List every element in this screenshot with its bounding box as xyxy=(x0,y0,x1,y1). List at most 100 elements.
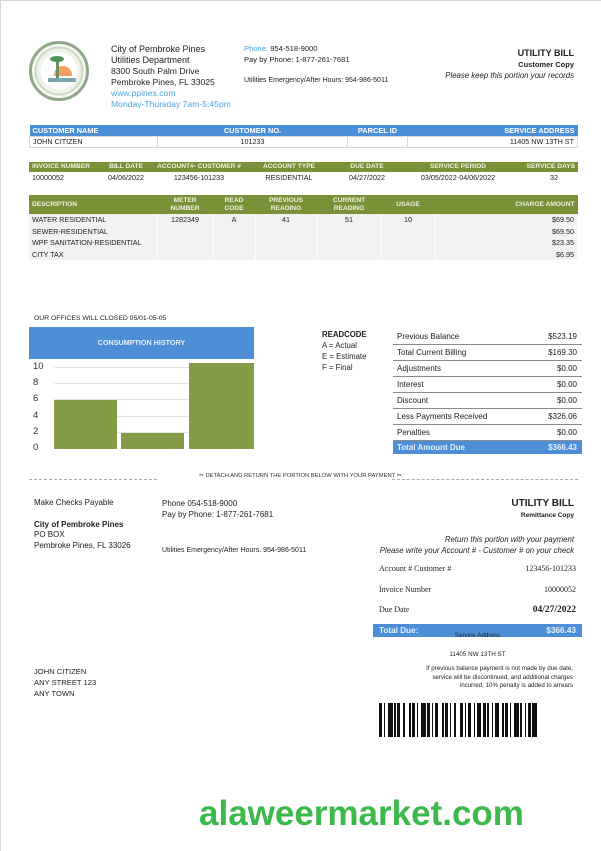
col-description: DESCRIPTION xyxy=(29,195,157,214)
summary-label: Interest xyxy=(397,380,424,389)
usage: 10 xyxy=(381,214,436,226)
barcode-bar xyxy=(448,703,450,737)
col-parcel-id: PARCEL ID xyxy=(347,125,408,136)
barcode-bar xyxy=(524,703,526,737)
read-code: A xyxy=(213,214,256,226)
stub-total-due-row: Total Due: $366.43 xyxy=(373,623,582,637)
barcode-bar xyxy=(463,703,465,737)
org-hours: Monday-Thursday 7am-5:45pm xyxy=(111,99,231,109)
check-note: Please write your Account # - Customer #… xyxy=(379,546,574,555)
payee-city: Pembroke Pines, FL 33026 xyxy=(34,540,131,550)
org-street: 8300 South Palm Drive xyxy=(111,66,200,76)
summary-value: $0.00 xyxy=(556,428,577,437)
meter-number xyxy=(157,225,214,237)
col-previous-reading: PREVIOUS READING xyxy=(255,195,317,214)
gridline xyxy=(54,399,254,400)
penalty-line: service will be discontinued, and additi… xyxy=(432,673,573,681)
barcode-bar xyxy=(400,703,403,737)
current-reading xyxy=(317,248,382,260)
summary-label: Penalties xyxy=(397,428,430,437)
barcode-bar xyxy=(526,703,528,737)
dashed-divider xyxy=(29,479,157,480)
barcode-bar xyxy=(382,703,384,737)
read-code xyxy=(213,248,256,260)
summary-value: $0.00 xyxy=(556,396,577,405)
account-customer: 123456-101233 xyxy=(173,173,225,182)
account-type: RESIDENTIAL xyxy=(265,173,313,182)
summary-value: $523.19 xyxy=(548,332,577,341)
due-date: 04/27/2022 xyxy=(349,173,385,182)
barcode-bar xyxy=(485,703,487,737)
barcode-bar xyxy=(518,703,520,737)
mailing-address: JOHN CITIZEN ANY STREET 123 ANY TOWN xyxy=(34,666,96,699)
barcode-bar xyxy=(502,703,504,737)
charge-amount: $69.50 xyxy=(435,214,578,226)
stub-label: Invoice Number xyxy=(379,584,432,594)
barcode-bar xyxy=(503,703,505,737)
table-row: WATER RESIDENTIAL 1282349 A 41 51 10 $69… xyxy=(29,214,578,226)
gridline xyxy=(54,416,254,417)
detach-text: DETACH AND RETURN THE PORTION BELOW WITH… xyxy=(205,473,396,479)
org-website-link[interactable]: www.ppines.com xyxy=(111,88,176,98)
col-account-type: ACCOUNT TYPE xyxy=(247,162,331,172)
barcode-bar xyxy=(394,703,396,737)
barcode-bar xyxy=(449,703,451,737)
summary-value: $169.30 xyxy=(548,348,577,357)
watermark: alaweermarket.com xyxy=(199,794,524,833)
barcode-bar xyxy=(433,703,435,737)
charge-description: SEWER-RESIDENTIAL xyxy=(29,225,158,237)
payable-label: Make Checks Payable xyxy=(34,498,114,507)
barcode-bar xyxy=(508,703,510,737)
meter-number xyxy=(157,248,214,260)
payment-stub: Account # Customer # 123456-101233 Invoic… xyxy=(373,564,582,637)
y-tick: 6 xyxy=(33,393,39,404)
detach-instruction: ✂ DETACH AND RETURN THE PORTION BELOW WI… xyxy=(199,473,402,479)
invoice-number: 10000052 xyxy=(32,173,64,182)
payee-po-box: PO BOX xyxy=(34,530,65,539)
phone-number: 954-518-9000 xyxy=(270,44,318,53)
remit-emergency: Utilities Emergency/After Hours. 954-986… xyxy=(162,547,307,554)
customer-name: JOHN CITIZEN xyxy=(29,135,158,148)
barcode-bar xyxy=(464,703,466,737)
customer-table: CUSTOMER NAME CUSTOMER NO. PARCEL ID SER… xyxy=(29,125,578,148)
service-address: 11405 NW 13TH ST xyxy=(407,135,578,148)
barcode-bar xyxy=(418,703,421,737)
barcode-bar xyxy=(488,703,492,737)
chart-bar xyxy=(121,433,184,449)
barcode-bar xyxy=(425,703,427,737)
summary-row-total-due: Total Amount Due $366.43 xyxy=(393,441,582,454)
emergency-phone: Utilities Emergency/After Hours: 954-986… xyxy=(244,77,389,84)
barcode-bar xyxy=(481,703,483,737)
payee-name: City of Pembroke Pines xyxy=(34,519,124,529)
remittance-notes: Return this portion with your payment Pl… xyxy=(380,534,574,556)
summary-row-discount: Discount $0.00 xyxy=(393,393,582,409)
penalty-notice: If previous balance payment is not made … xyxy=(426,665,573,691)
customer-table-header: CUSTOMER NAME CUSTOMER NO. PARCEL ID SER… xyxy=(29,125,578,136)
read-code xyxy=(213,237,256,249)
read-code xyxy=(213,225,256,237)
barcode-bar xyxy=(431,703,433,737)
col-read-code: READ CODE xyxy=(213,195,255,214)
summary-value: $326.06 xyxy=(548,412,577,421)
readcode-item: F = Final xyxy=(322,363,353,372)
barcode-bar xyxy=(520,703,522,737)
account-summary: Previous Balance $523.19 Total Current Bi… xyxy=(393,329,582,454)
table-row: CITY TAX $6.95 xyxy=(29,248,578,260)
barcode-bar xyxy=(482,703,486,737)
table-row: 10000052 04/06/2022 123456-101233 RESIDE… xyxy=(29,172,578,183)
barcode-bar xyxy=(494,703,499,737)
gridline xyxy=(54,432,254,433)
barcode-bar xyxy=(421,703,426,737)
barcode-bar xyxy=(505,703,508,737)
org-department: Utilities Department xyxy=(111,55,190,65)
barcode-bar xyxy=(475,703,477,737)
parcel-id xyxy=(347,135,408,148)
current-reading xyxy=(317,237,382,249)
barcode-bar xyxy=(454,703,456,737)
mail-line: ANY TOWN xyxy=(34,689,75,698)
mail-line: ANY STREET 123 xyxy=(34,678,97,687)
charge-description: CITY TAX xyxy=(29,248,158,260)
summary-row-penalties: Penalties $0.00 xyxy=(393,425,582,441)
gridline xyxy=(54,383,254,384)
table-row: WPF SANITATION-RESIDENTIAL $23.35 xyxy=(29,237,578,249)
